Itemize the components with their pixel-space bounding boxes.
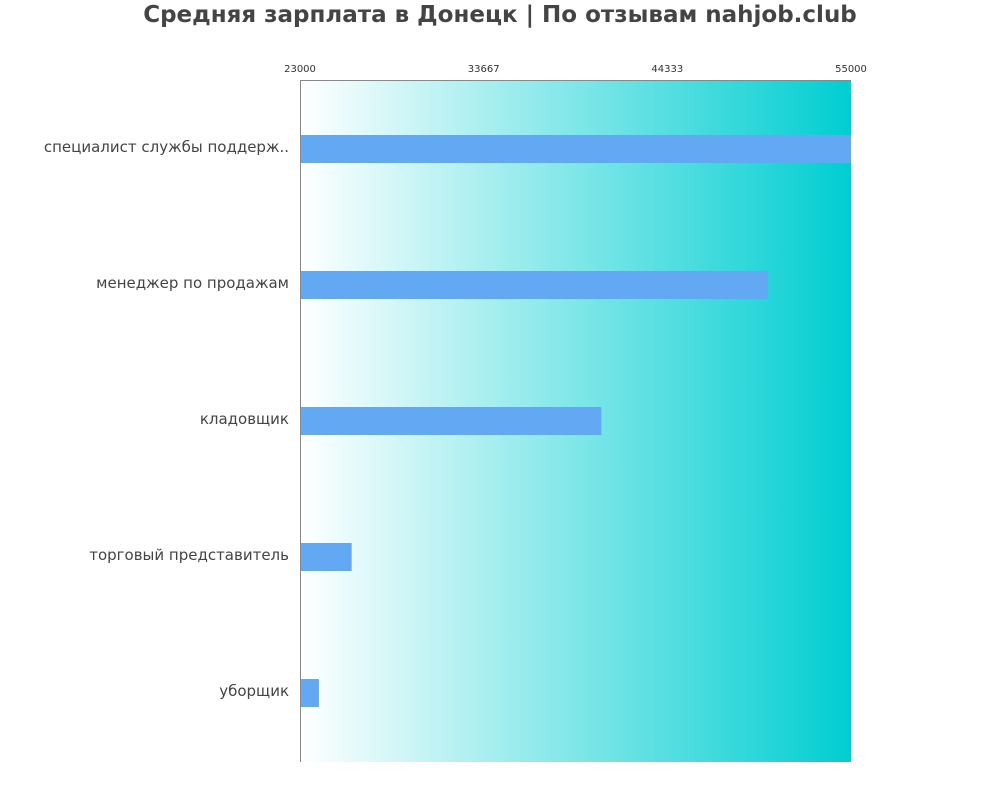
x-tick-label: 23000 bbox=[284, 64, 316, 75]
bar bbox=[301, 543, 352, 571]
category-label: кладовщик bbox=[200, 410, 289, 428]
category-label: торговый представитель bbox=[89, 546, 289, 564]
axis-layer: 23000 33667 44333 55000 bbox=[284, 64, 867, 762]
labels-layer: специалист службы поддерж.. менеджер по п… bbox=[44, 138, 289, 700]
chart-title: Средняя зарплата в Донецк | По отзывам n… bbox=[143, 2, 857, 28]
x-tick-label: 55000 bbox=[835, 64, 867, 75]
x-tick-label: 44333 bbox=[651, 64, 683, 75]
bars-layer bbox=[301, 135, 851, 707]
x-tick-label: 33667 bbox=[468, 64, 500, 75]
category-label: менеджер по продажам bbox=[96, 274, 289, 292]
bar bbox=[301, 135, 851, 163]
bar bbox=[301, 407, 602, 435]
category-label: специалист службы поддерж.. bbox=[44, 138, 289, 156]
bar bbox=[301, 271, 769, 299]
category-label: уборщик bbox=[219, 682, 289, 700]
bar bbox=[301, 679, 319, 707]
